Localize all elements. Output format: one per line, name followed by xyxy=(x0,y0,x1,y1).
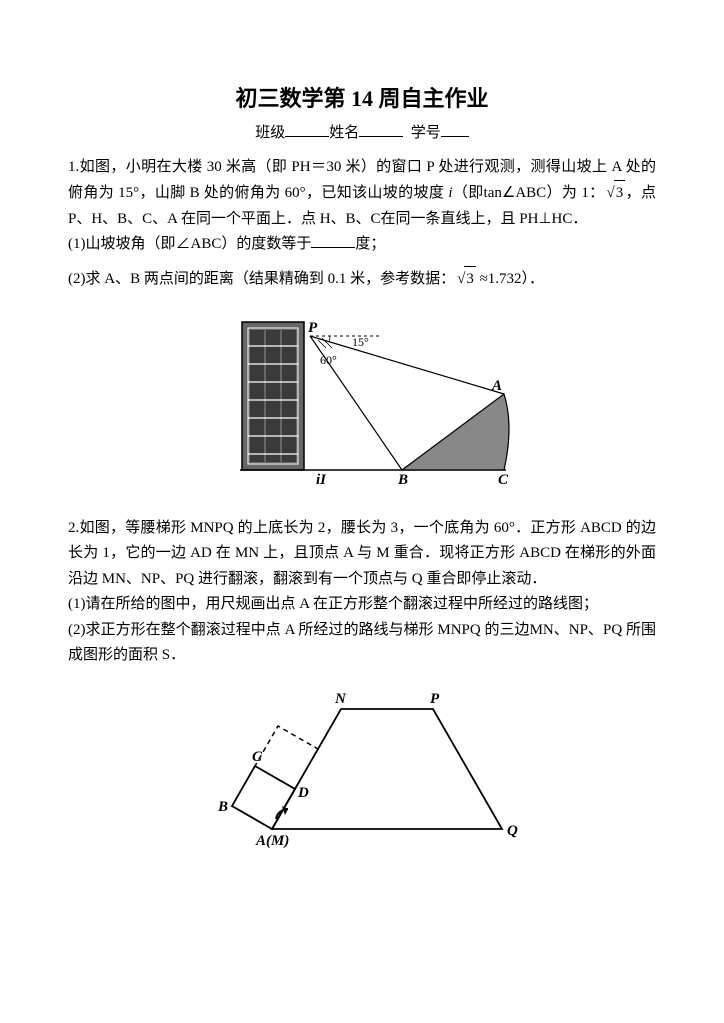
name-label: 姓名 xyxy=(329,125,359,141)
q2-stem: 2.如图，等腰梯形 MNPQ 的上底长为 2，腰长为 3，一个底角为 60°．正… xyxy=(68,516,656,593)
sqrt-icon: 3 xyxy=(455,266,476,293)
hatch xyxy=(322,338,332,348)
label-N: N xyxy=(334,691,347,707)
spacer xyxy=(68,258,656,266)
window-col xyxy=(266,330,280,462)
slope-fill xyxy=(402,394,509,470)
figure-1: P 15° 60° A B C iI xyxy=(68,306,656,496)
angle-15-arc xyxy=(329,336,330,342)
label-B: B xyxy=(397,472,408,486)
trapezoid xyxy=(272,709,502,829)
label-C: C xyxy=(252,749,263,765)
q1-stem: 1.如图，小明在大楼 30 米高（即 PH＝30 米）的窗口 P 处进行观测，测… xyxy=(68,155,656,233)
q1-part1-text: (1)山坡坡角（即∠ABC）的度数等于 xyxy=(68,236,311,252)
number-blank xyxy=(441,121,469,137)
student-info-line: 班级 姓名 学号 xyxy=(68,121,656,147)
label-Q: Q xyxy=(507,823,518,839)
label-D: D xyxy=(297,785,309,801)
label-A: A xyxy=(491,378,502,394)
q2-part2: (2)求正方形在整个翻滚过程中点 A 所经过的路线与梯形 MNPQ 的三边MN、… xyxy=(68,618,656,669)
q1-part2: (2)求 A、B 两点间的距离（结果精确到 0.1 米，参考数据： 3 ≈1.73… xyxy=(68,266,656,293)
label-AM: A(M) xyxy=(255,833,289,849)
figure-2: N P Q A(M) B C D xyxy=(68,689,656,869)
q2-part1: (1)请在所给的图中，用尺规画出点 A 在正方形整个翻滚过程中所经过的路线图； xyxy=(68,592,656,618)
window-col xyxy=(250,330,264,462)
q1-part1-blank xyxy=(311,232,355,248)
sqrt3-b: 3 xyxy=(464,266,476,293)
square-abcd xyxy=(232,766,295,829)
q1-approx: ≈1.732）． xyxy=(476,271,544,287)
window-col xyxy=(282,330,296,462)
label-P: P xyxy=(430,691,440,707)
label-P: P xyxy=(308,320,318,336)
q1-part1: (1)山坡坡角（即∠ABC）的度数等于 度； xyxy=(68,232,656,258)
figure-2-svg: N P Q A(M) B C D xyxy=(172,689,552,859)
class-label: 班级 xyxy=(255,125,285,141)
worksheet-page: 初三数学第 14 周自主作业 班级 姓名 学号 1.如图，小明在大楼 30 米高（… xyxy=(0,0,724,918)
figure-1-svg: P 15° 60° A B C iI xyxy=(202,306,522,486)
sqrt3-a: 3 xyxy=(614,180,626,207)
class-blank xyxy=(285,121,329,137)
label-60: 60° xyxy=(320,353,337,367)
label-B: B xyxy=(217,799,228,815)
name-blank xyxy=(359,121,403,137)
label-C: C xyxy=(498,472,509,486)
page-title: 初三数学第 14 周自主作业 xyxy=(68,80,656,117)
label-iI: iI xyxy=(316,472,327,486)
sqrt-icon: 3 xyxy=(605,180,626,207)
q1-mid1: （即tan∠ABC）为 1： xyxy=(452,185,604,201)
line-PA xyxy=(310,336,504,394)
square-dashed xyxy=(255,726,318,789)
label-15: 15° xyxy=(352,335,369,349)
number-label: 学号 xyxy=(411,125,441,141)
q1-part2-text: (2)求 A、B 两点间的距离（结果精确到 0.1 米，参考数据： xyxy=(68,271,455,287)
q1-part1-suffix: 度； xyxy=(355,236,385,252)
